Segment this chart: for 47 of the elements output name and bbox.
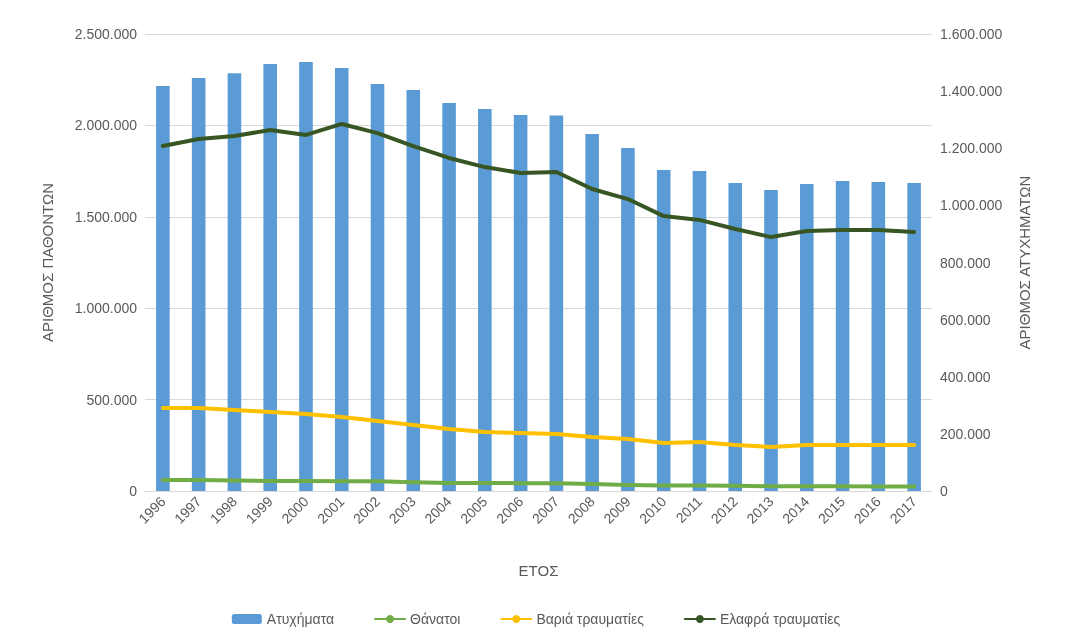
- line-series: [160, 121, 917, 240]
- y-tick-label: 1.500.000: [74, 208, 138, 225]
- legend-label: Ελαφρά τραυματίες: [719, 611, 841, 627]
- y-axis-title: ΑΡΙΘΜΟΣ ΠΑΘΟΝΤΩΝ: [39, 182, 56, 343]
- legend-label: Ατυχήματα: [266, 611, 335, 627]
- bar: [549, 115, 564, 491]
- bar: [263, 63, 277, 491]
- y-tick-label: 500.000: [86, 391, 138, 408]
- bar: [728, 183, 743, 491]
- bar: [800, 183, 814, 491]
- bar: [406, 89, 421, 491]
- y2-tick-label: 1.200.000: [940, 140, 1003, 157]
- y2-tick-label: 600.000: [940, 311, 991, 328]
- bar: [513, 115, 528, 491]
- bar: [442, 103, 456, 491]
- bar: [692, 171, 707, 491]
- bar: [334, 67, 349, 491]
- bar: [299, 61, 313, 491]
- legend-label: Θάνατοι: [410, 611, 461, 627]
- bar: [907, 183, 921, 491]
- bar: [764, 189, 778, 491]
- y2-tick-label: 1.000.000: [940, 197, 1003, 214]
- line-series: [160, 406, 917, 449]
- line-series: [160, 478, 917, 489]
- y2-tick-label: 1.600.000: [940, 26, 1003, 42]
- y2-tick-label: 1.400.000: [940, 83, 1003, 100]
- bar: [835, 181, 850, 491]
- y2-tick-label: 400.000: [940, 368, 991, 385]
- bar: [478, 109, 492, 491]
- bar: [585, 133, 599, 491]
- y-tick-label: 2.500.000: [74, 26, 138, 42]
- y2-tick-label: 0: [940, 483, 948, 499]
- bar: [656, 169, 671, 491]
- y-tick-label: 1.000.000: [74, 300, 138, 317]
- bar: [871, 181, 886, 491]
- y-tick-label: 0: [129, 483, 138, 499]
- bar: [156, 85, 170, 491]
- x-axis-title: ΕΤΟΣ: [518, 562, 559, 579]
- y2-tick-label: 800.000: [940, 254, 991, 271]
- y-tick-label: 2.000.000: [74, 117, 138, 134]
- y2-tick-label: 200.000: [940, 425, 991, 442]
- bar: [370, 83, 385, 491]
- bar: [621, 147, 635, 491]
- bar: [227, 73, 242, 491]
- y2-axis-title: ΑΡΙΘΜΟΣ ΑΤΥΧΗΜΑΤΩΝ: [1016, 175, 1033, 350]
- bar: [191, 77, 206, 491]
- legend-label: Βαριά τραυματίες: [536, 611, 645, 627]
